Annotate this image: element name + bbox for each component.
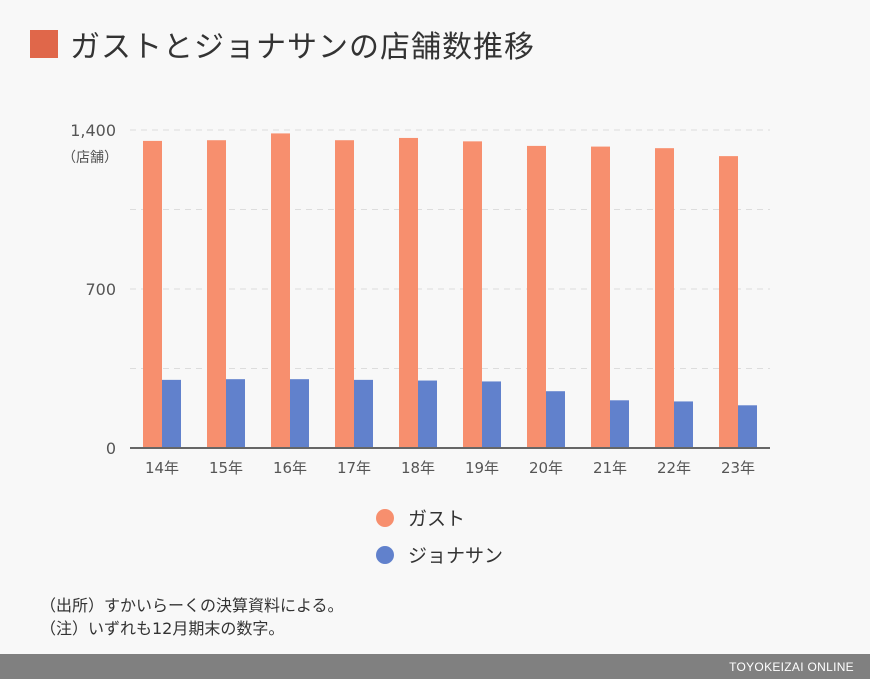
- bar-gusto: [143, 140, 162, 448]
- legend-label-jonathan: ジョナサン: [408, 545, 504, 567]
- bar-gusto: [591, 146, 610, 448]
- page-title: ガストとジョナサンの店舗数推移: [70, 30, 535, 65]
- bar-gusto: [271, 133, 290, 448]
- bar-gusto: [527, 145, 546, 448]
- bar-gusto: [719, 156, 738, 448]
- bar-jonathan: [610, 400, 629, 448]
- x-tick-label: 16年: [273, 459, 307, 477]
- legend-item-jonathan: ジョナサン: [376, 541, 503, 568]
- y-tick-label: 1,400: [70, 121, 116, 140]
- x-tick-label: 22年: [657, 459, 691, 477]
- bar-jonathan: [226, 379, 245, 448]
- bar-jonathan: [354, 379, 373, 448]
- note-source: （出所）すかいらーくの決算資料による。: [40, 596, 344, 615]
- bar-jonathan: [162, 379, 181, 448]
- x-tick-label: 21年: [593, 459, 627, 477]
- bar-gusto: [399, 137, 418, 448]
- y-tick-label: 700: [85, 280, 116, 299]
- y-tick-label: 0: [106, 439, 116, 458]
- bar-jonathan: [546, 391, 565, 448]
- legend-label-gusto: ガスト: [408, 508, 466, 530]
- x-tick-label: 20年: [529, 459, 563, 477]
- x-tick-label: 19年: [465, 459, 499, 477]
- y-unit-label: （店舗）: [62, 150, 118, 166]
- bar-jonathan: [482, 381, 501, 448]
- bar-chart: 0 700 1,400 （店舗） 14年 15年 16年 17年 18年 19年 20年 21年 22年…: [62, 121, 770, 477]
- x-tick-label: 15年: [209, 459, 243, 477]
- footer-brand: TOYOKEIZAI ONLINE: [729, 659, 854, 674]
- title-row: ガストとジョナサンの店舗数推移: [30, 22, 535, 66]
- source-notes: （出所）すかいらーくの決算資料による。 （注）いずれも12月期末の数字。: [40, 594, 344, 640]
- x-tick-label: 17年: [337, 459, 371, 477]
- x-tick-label: 18年: [401, 459, 435, 477]
- bar-jonathan: [738, 405, 757, 448]
- bar-gusto: [463, 141, 482, 448]
- title-marker: [30, 30, 58, 58]
- bar-gusto: [335, 140, 354, 448]
- legend-swatch-jonathan: [376, 545, 394, 564]
- x-tick-label: 23年: [721, 459, 755, 477]
- legend-item-gusto: ガスト: [376, 504, 465, 531]
- x-tick-label: 14年: [145, 459, 179, 477]
- note-remark: （注）いずれも12月期末の数字。: [40, 619, 285, 638]
- footer-bar: TOYOKEIZAI ONLINE: [0, 654, 870, 679]
- bar-jonathan: [290, 379, 309, 448]
- legend-swatch-gusto: [376, 508, 394, 527]
- bar-jonathan: [418, 380, 437, 448]
- bar-gusto: [655, 148, 674, 448]
- bar-jonathan: [674, 401, 693, 448]
- bar-gusto: [207, 140, 226, 448]
